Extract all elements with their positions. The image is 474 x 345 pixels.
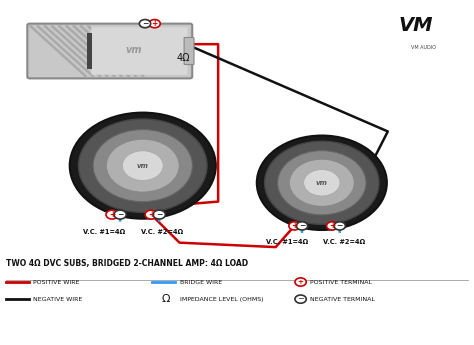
Circle shape [70, 112, 216, 219]
Text: +: + [329, 221, 335, 230]
Circle shape [153, 210, 165, 219]
Text: VM AUDIO: VM AUDIO [410, 45, 436, 50]
Circle shape [93, 130, 192, 202]
Text: V.C. #1=4Ω: V.C. #1=4Ω [82, 229, 125, 235]
FancyBboxPatch shape [184, 38, 194, 65]
Circle shape [289, 222, 300, 230]
Text: vm: vm [316, 180, 328, 186]
Text: POSITIVE WIRE: POSITIVE WIRE [34, 279, 80, 285]
Text: −: − [297, 295, 304, 304]
Text: −: − [117, 210, 123, 219]
Circle shape [106, 139, 179, 192]
Circle shape [145, 210, 157, 219]
Text: 4Ω: 4Ω [176, 53, 190, 63]
Text: Ω: Ω [161, 294, 170, 304]
Circle shape [296, 222, 308, 230]
Circle shape [295, 278, 306, 286]
Circle shape [149, 20, 160, 28]
Text: vm: vm [126, 45, 142, 55]
FancyBboxPatch shape [27, 24, 192, 78]
Text: −: − [156, 210, 163, 219]
Text: TWO 4Ω DVC SUBS, BRIDGED 2-CHANNEL AMP: 4Ω LOAD: TWO 4Ω DVC SUBS, BRIDGED 2-CHANNEL AMP: … [6, 259, 248, 268]
Text: V.C. #2=4Ω: V.C. #2=4Ω [141, 229, 182, 235]
Text: VM: VM [399, 16, 433, 35]
Circle shape [295, 295, 306, 303]
Text: +: + [292, 221, 298, 230]
Circle shape [334, 222, 346, 230]
Circle shape [327, 222, 338, 230]
Circle shape [114, 210, 126, 219]
Text: POSITIVE TERMINAL: POSITIVE TERMINAL [310, 279, 372, 285]
Text: −: − [299, 221, 305, 230]
Text: −: − [337, 221, 343, 230]
Circle shape [264, 141, 379, 224]
Circle shape [289, 159, 355, 206]
FancyBboxPatch shape [91, 27, 188, 75]
Text: IMPEDANCE LEVEL (OHMS): IMPEDANCE LEVEL (OHMS) [180, 297, 263, 302]
FancyBboxPatch shape [87, 33, 92, 69]
Text: vm: vm [137, 162, 149, 169]
Circle shape [257, 136, 387, 230]
Text: +: + [152, 19, 158, 28]
Text: V.C. #2=4Ω: V.C. #2=4Ω [323, 239, 365, 245]
Circle shape [106, 210, 118, 219]
Text: NEGATIVE WIRE: NEGATIVE WIRE [34, 297, 82, 302]
Text: −: − [142, 19, 148, 28]
Text: +: + [148, 210, 155, 219]
Circle shape [122, 151, 163, 180]
Text: +: + [298, 279, 303, 285]
Circle shape [278, 151, 366, 215]
Text: +: + [109, 210, 115, 219]
Circle shape [139, 20, 151, 28]
Circle shape [304, 169, 340, 196]
Text: BRIDGE WIRE: BRIDGE WIRE [180, 279, 222, 285]
Circle shape [79, 119, 207, 212]
Text: V.C. #1=4Ω: V.C. #1=4Ω [266, 239, 309, 245]
Text: NEGATIVE TERMINAL: NEGATIVE TERMINAL [310, 297, 375, 302]
